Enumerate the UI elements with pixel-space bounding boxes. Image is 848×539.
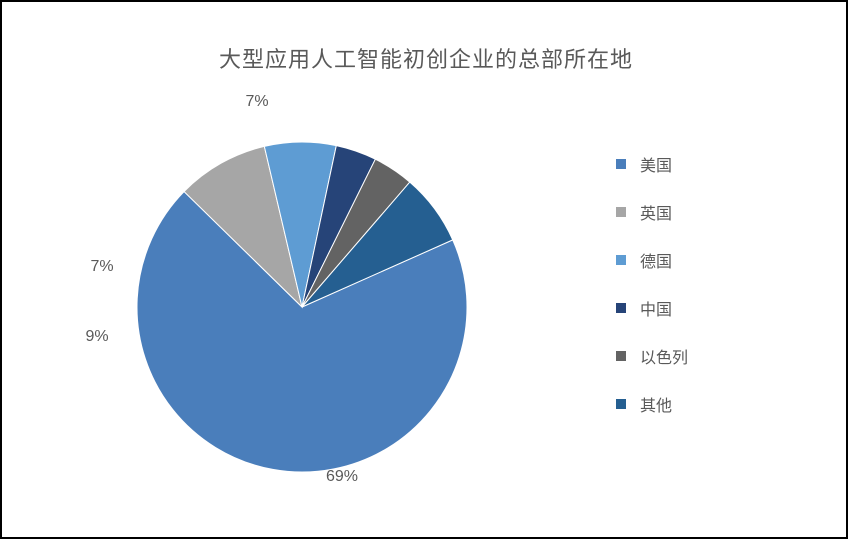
slice-label: 7% [245,93,268,111]
legend-item: 德国 [616,248,786,272]
legend-item: 其他 [616,392,786,416]
legend-label: 英国 [640,200,672,224]
pie-chart: 69%9%7%7% [122,112,482,472]
legend-label: 德国 [640,248,672,272]
legend-item: 以色列 [616,344,786,368]
legend-item: 英国 [616,200,786,224]
legend-swatch [616,351,626,361]
legend-swatch [616,159,626,169]
legend-swatch [616,399,626,409]
legend-item: 美国 [616,152,786,176]
slice-label: 7% [90,258,113,276]
legend-label: 以色列 [640,344,688,368]
chart-frame: 大型应用人工智能初创企业的总部所在地 69%9%7%7% 美国英国德国中国以色列… [0,0,848,539]
legend-swatch [616,255,626,265]
legend-item: 中国 [616,296,786,320]
chart-title: 大型应用人工智能初创企业的总部所在地 [2,42,848,74]
legend-swatch [616,303,626,313]
legend-swatch [616,207,626,217]
slice-label: 69% [326,468,358,486]
legend: 美国英国德国中国以色列其他 [616,152,786,440]
legend-label: 美国 [640,152,672,176]
slice-label: 9% [85,328,108,346]
legend-label: 中国 [640,296,672,320]
legend-label: 其他 [640,392,672,416]
